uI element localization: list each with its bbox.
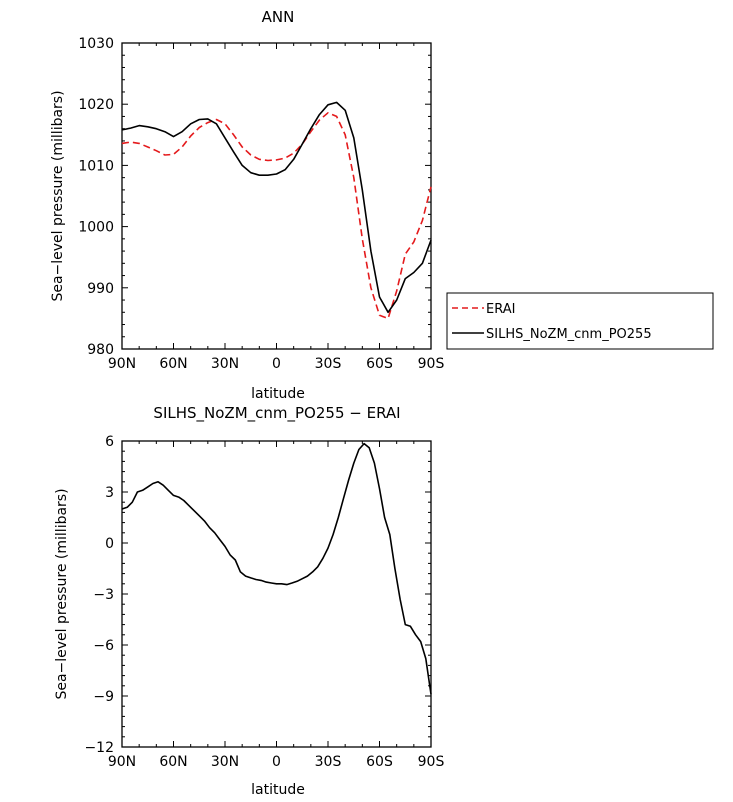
top-xtick-labels: 90N 60N 30N 0 30S 60S 90S: [108, 356, 445, 372]
x-tick-label: 30S: [315, 754, 342, 770]
x-tick-label: 60N: [159, 356, 187, 372]
x-tick-label: 0: [272, 754, 281, 770]
x-tick-label: 0: [272, 356, 281, 372]
x-tick-label: 90N: [108, 754, 136, 770]
top-chart-title: ANN: [262, 8, 295, 26]
y-tick-label: −3: [93, 587, 114, 603]
x-tick-label: 60S: [366, 754, 393, 770]
top-y-axis-label: Sea−level pressure (millibars): [50, 90, 66, 301]
y-tick-label: 1020: [78, 97, 114, 113]
legend-label-erai: ERAI: [486, 302, 515, 317]
series-line-erai: [121, 112, 432, 320]
y-tick-label: 0: [105, 536, 114, 552]
legend-label-silhs: SILHS_NoZM_cnm_PO255: [486, 327, 652, 342]
y-tick-label: −12: [84, 740, 114, 756]
series-line-difference: [121, 442, 432, 695]
bottom-plot-frame: [121, 440, 432, 748]
y-tick-label: 1000: [78, 220, 114, 236]
bottom-series-group: [121, 442, 432, 695]
x-tick-label: 30S: [315, 356, 342, 372]
x-tick-label: 90S: [418, 356, 445, 372]
y-tick-label: −9: [93, 689, 114, 705]
y-tick-label: 6: [105, 434, 114, 450]
y-tick-label: 980: [87, 342, 114, 358]
bottom-x-axis-label: latitude: [251, 782, 305, 798]
x-tick-label: 90S: [418, 754, 445, 770]
y-tick-label: −6: [93, 638, 114, 654]
top-ytick-labels: 980 990 1000 1010 1020 1030: [78, 36, 114, 358]
x-tick-label: 30N: [211, 754, 239, 770]
legend: ERAI SILHS_NoZM_cnm_PO255: [446, 292, 714, 350]
x-tick-label: 60N: [159, 754, 187, 770]
y-tick-label: 3: [105, 485, 114, 501]
legend-box: [446, 292, 714, 350]
top-ticks: [121, 42, 432, 350]
x-tick-label: 30N: [211, 356, 239, 372]
bottom-ytick-labels: −12 −9 −6 −3 0 3 6: [84, 434, 114, 756]
bottom-ticks: [121, 440, 432, 748]
top-plot-frame: [121, 42, 432, 350]
series-line-silhs-nozm-cnm-po255: [121, 101, 432, 314]
top-series-group: [121, 101, 432, 320]
y-tick-label: 1030: [78, 36, 114, 52]
bottom-y-axis-label: Sea−level pressure (millibars): [54, 488, 70, 699]
top-panel: ANN 980 990 1000 1010 1020 1030 90N 60N 30N 0 30S…: [50, 8, 714, 402]
x-tick-label: 60S: [366, 356, 393, 372]
y-tick-label: 1010: [78, 158, 114, 174]
bottom-chart-title: SILHS_NoZM_cnm_PO255 − ERAI: [153, 404, 400, 423]
y-tick-label: 990: [87, 281, 114, 297]
bottom-panel: SILHS_NoZM_cnm_PO255 − ERAI −12 −9 −6 −3 0 3 6…: [54, 404, 444, 798]
bottom-xtick-labels: 90N 60N 30N 0 30S 60S 90S: [108, 754, 445, 770]
x-tick-label: 90N: [108, 356, 136, 372]
top-x-axis-label: latitude: [251, 386, 305, 402]
